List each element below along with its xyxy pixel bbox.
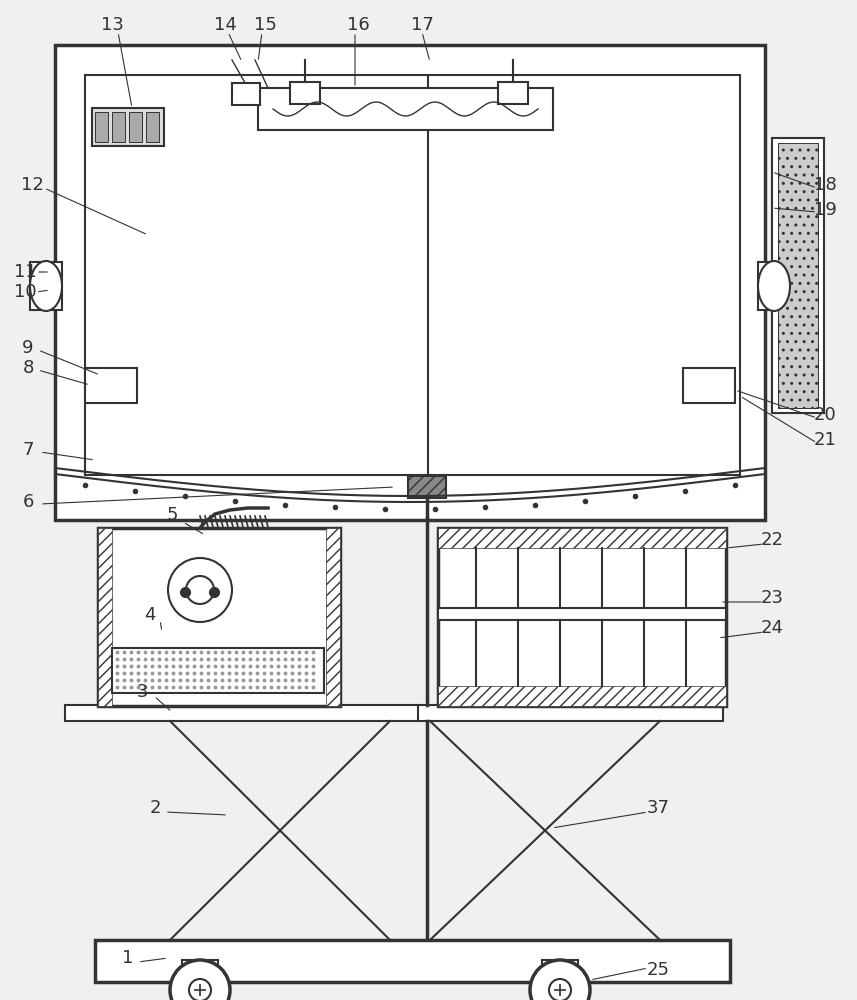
Text: 8: 8 (22, 359, 33, 377)
Text: 9: 9 (22, 339, 33, 357)
Text: 19: 19 (813, 201, 836, 219)
Bar (772, 138, 824, 413)
Text: 23: 23 (760, 589, 783, 607)
Text: 13: 13 (100, 16, 123, 34)
Bar (55, 45, 765, 520)
Bar (498, 82, 528, 104)
Text: 11: 11 (14, 263, 36, 281)
Bar (95, 940, 730, 982)
Bar (146, 112, 159, 142)
Bar (438, 608, 726, 620)
Bar (326, 528, 340, 706)
Circle shape (170, 960, 230, 1000)
Text: 17: 17 (411, 16, 434, 34)
Text: 7: 7 (22, 441, 33, 459)
Text: 6: 6 (22, 493, 33, 511)
Bar (129, 112, 142, 142)
Bar (258, 88, 553, 130)
Text: 15: 15 (254, 16, 277, 34)
Text: 16: 16 (346, 16, 369, 34)
Circle shape (530, 960, 590, 1000)
Bar (418, 705, 723, 721)
Bar (438, 686, 726, 706)
Bar (290, 82, 320, 104)
Text: 22: 22 (760, 531, 783, 549)
Text: 37: 37 (646, 799, 669, 817)
Text: 21: 21 (813, 431, 836, 449)
Text: 4: 4 (144, 606, 156, 624)
Ellipse shape (758, 261, 790, 311)
Text: 20: 20 (813, 406, 836, 424)
Bar (438, 528, 726, 706)
Bar (98, 528, 112, 706)
Bar (232, 83, 260, 105)
Text: 2: 2 (149, 799, 161, 817)
Text: 5: 5 (166, 506, 177, 524)
Bar (65, 705, 420, 721)
Text: 1: 1 (123, 949, 134, 967)
Bar (85, 75, 740, 475)
Bar (112, 648, 324, 693)
Text: 3: 3 (136, 683, 147, 701)
Bar (683, 368, 735, 403)
Ellipse shape (30, 261, 62, 311)
Bar (98, 528, 340, 706)
Bar (85, 368, 137, 403)
Text: 10: 10 (14, 283, 36, 301)
Bar (408, 476, 446, 498)
Bar (778, 143, 818, 408)
Text: 24: 24 (760, 619, 783, 637)
Bar (92, 108, 164, 146)
Text: 14: 14 (213, 16, 237, 34)
Bar (95, 112, 108, 142)
Bar (30, 262, 62, 310)
Text: 12: 12 (21, 176, 44, 194)
Bar (758, 262, 790, 310)
Bar (112, 112, 125, 142)
Text: 25: 25 (646, 961, 669, 979)
Bar (438, 528, 726, 548)
Bar (182, 960, 218, 972)
Text: 18: 18 (813, 176, 836, 194)
Bar (542, 960, 578, 972)
